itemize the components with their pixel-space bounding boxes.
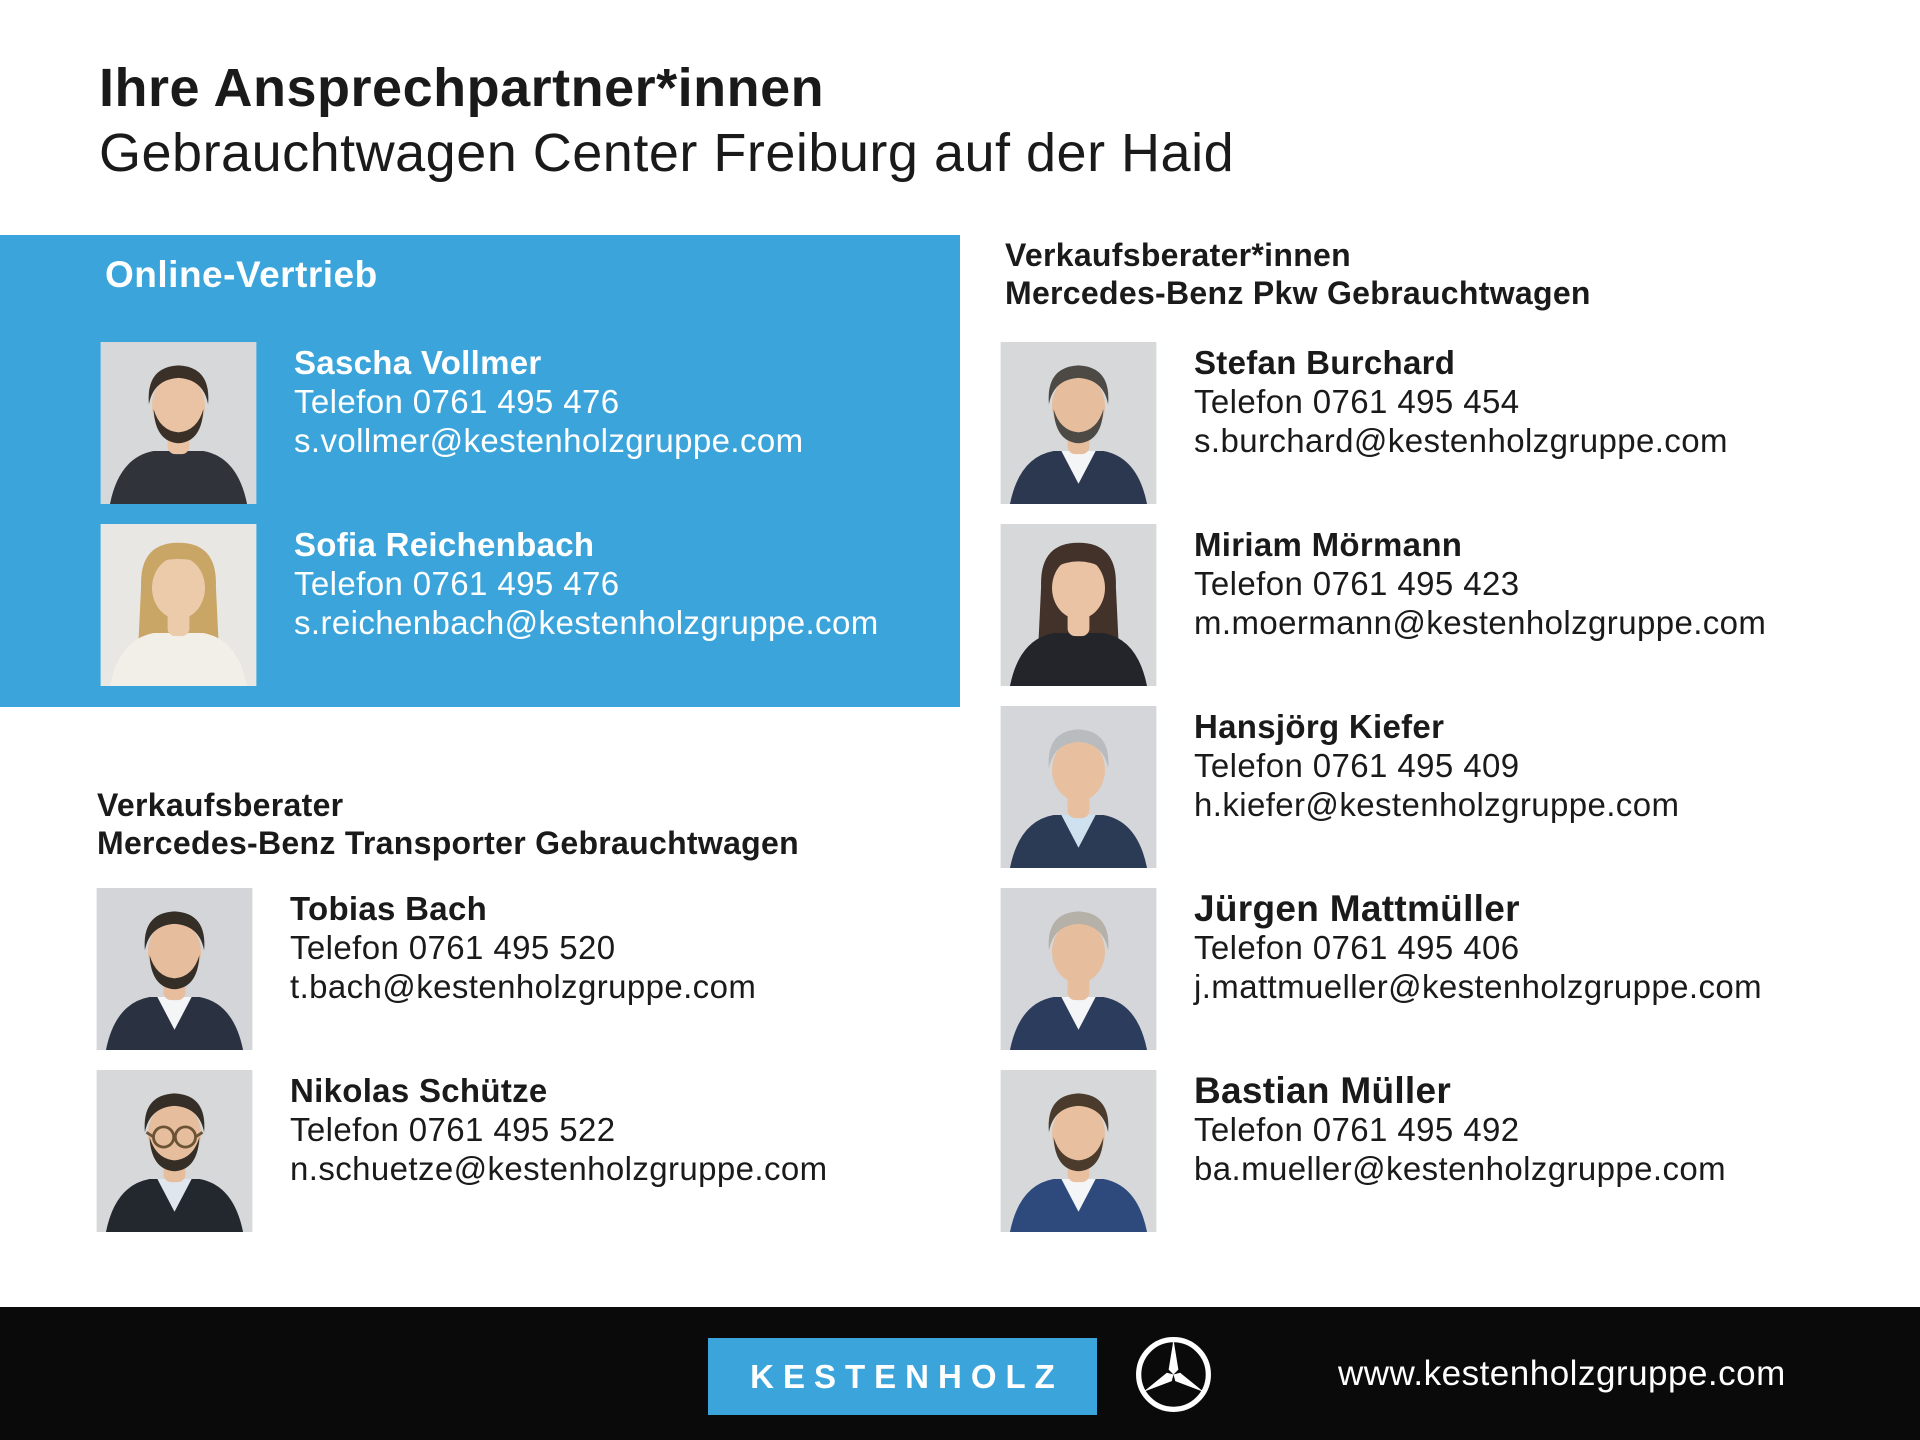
person-email: m.moermann@kestenholzgruppe.com <box>1194 604 1767 641</box>
avatar-photo <box>100 342 257 504</box>
person-card: Jürgen Mattmüller Telefon 0761 495 406 j… <box>1000 888 1780 1058</box>
person-email: s.reichenbach@kestenholzgruppe.com <box>294 604 879 641</box>
online-vertrieb-heading: Online-Vertrieb <box>105 254 378 295</box>
person-name: Jürgen Mattmüller <box>1194 888 1520 929</box>
transporter-heading-line1: Verkaufsberater <box>97 787 344 823</box>
person-phone: Telefon 0761 495 492 <box>1194 1111 1520 1148</box>
person-card: Miriam Mörmann Telefon 0761 495 423 m.mo… <box>1000 524 1780 694</box>
avatar <box>100 524 257 686</box>
avatar <box>1000 888 1157 1050</box>
person-phone: Telefon 0761 495 522 <box>290 1111 616 1148</box>
page-title: Ihre Ansprechpartner*innen Gebrauchtwage… <box>99 56 1234 186</box>
avatar-photo <box>100 524 257 686</box>
pkw-section-heading: Verkaufsberater*innen Mercedes-Benz Pkw … <box>1005 236 1591 312</box>
person-card: Stefan Burchard Telefon 0761 495 454 s.b… <box>1000 342 1780 512</box>
avatar <box>100 342 257 504</box>
person-phone: Telefon 0761 495 409 <box>1194 747 1520 784</box>
person-name: Hansjörg Kiefer <box>1194 708 1445 745</box>
transporter-heading-line2: Mercedes-Benz Transporter Gebrauchtwagen <box>97 825 799 861</box>
avatar <box>96 1070 253 1232</box>
kestenholz-logo: KESTENHOLZ <box>708 1338 1097 1415</box>
avatar <box>96 888 253 1050</box>
person-card: Sascha Vollmer Telefon 0761 495 476 s.vo… <box>100 342 880 512</box>
avatar-photo <box>1000 888 1157 1050</box>
website-url: www.kestenholzgruppe.com <box>1338 1354 1786 1393</box>
person-phone: Telefon 0761 495 476 <box>294 565 620 602</box>
person-email: s.vollmer@kestenholzgruppe.com <box>294 422 804 459</box>
person-card: Sofia Reichenbach Telefon 0761 495 476 s… <box>100 524 880 694</box>
person-phone: Telefon 0761 495 454 <box>1194 383 1520 420</box>
person-name: Bastian Müller <box>1194 1070 1452 1111</box>
person-phone: Telefon 0761 495 423 <box>1194 565 1520 602</box>
avatar-photo <box>96 1070 253 1232</box>
avatar <box>1000 524 1157 686</box>
pkw-heading-line2: Mercedes-Benz Pkw Gebrauchtwagen <box>1005 275 1591 311</box>
person-card: Nikolas Schütze Telefon 0761 495 522 n.s… <box>96 1070 876 1240</box>
person-email: s.burchard@kestenholzgruppe.com <box>1194 422 1728 459</box>
pkw-heading-line1: Verkaufsberater*innen <box>1005 237 1352 273</box>
person-email: t.bach@kestenholzgruppe.com <box>290 968 757 1005</box>
avatar <box>1000 1070 1157 1232</box>
person-card: Tobias Bach Telefon 0761 495 520 t.bach@… <box>96 888 876 1058</box>
person-name: Sascha Vollmer <box>294 344 542 381</box>
person-name: Nikolas Schütze <box>290 1072 548 1109</box>
person-email: h.kiefer@kestenholzgruppe.com <box>1194 786 1680 823</box>
avatar-photo <box>96 888 253 1050</box>
person-name: Stefan Burchard <box>1194 344 1456 381</box>
person-name: Sofia Reichenbach <box>294 526 595 563</box>
person-email: j.mattmueller@kestenholzgruppe.com <box>1194 968 1763 1005</box>
person-name: Miriam Mörmann <box>1194 526 1463 563</box>
mercedes-benz-star-icon <box>1136 1337 1211 1412</box>
person-phone: Telefon 0761 495 520 <box>290 929 616 966</box>
person-email: n.schuetze@kestenholzgruppe.com <box>290 1150 828 1187</box>
transporter-section-heading: Verkaufsberater Mercedes-Benz Transporte… <box>97 786 799 862</box>
person-name: Tobias Bach <box>290 890 488 927</box>
page-title-line2: Gebrauchtwagen Center Freiburg auf der H… <box>99 123 1235 183</box>
avatar <box>1000 342 1157 504</box>
avatar-photo <box>1000 524 1157 686</box>
footer-bar: KESTENHOLZ www.kestenholzgruppe.com <box>0 1307 1920 1440</box>
person-card: Hansjörg Kiefer Telefon 0761 495 409 h.k… <box>1000 706 1780 876</box>
person-email: ba.mueller@kestenholzgruppe.com <box>1194 1150 1727 1187</box>
person-card: Bastian Müller Telefon 0761 495 492 ba.m… <box>1000 1070 1780 1240</box>
avatar-photo <box>1000 1070 1157 1232</box>
person-phone: Telefon 0761 495 406 <box>1194 929 1520 966</box>
person-phone: Telefon 0761 495 476 <box>294 383 620 420</box>
avatar <box>1000 706 1157 868</box>
avatar-photo <box>1000 342 1157 504</box>
page-title-line1: Ihre Ansprechpartner*innen <box>99 58 825 118</box>
avatar-photo <box>1000 706 1157 868</box>
kestenholz-logo-text: KESTENHOLZ <box>750 1357 1064 1395</box>
